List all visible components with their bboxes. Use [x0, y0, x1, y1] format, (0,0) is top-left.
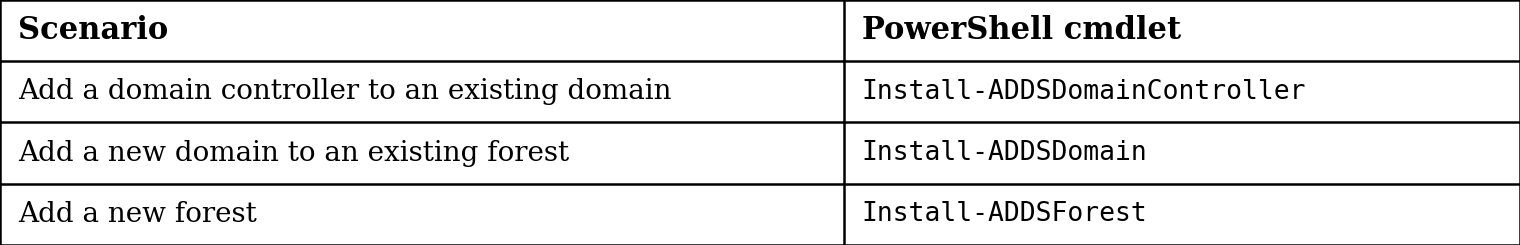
Text: Add a domain controller to an existing domain: Add a domain controller to an existing d… [18, 78, 672, 105]
Text: Install-ADDSDomain: Install-ADDSDomain [862, 140, 1148, 166]
Text: Add a new domain to an existing forest: Add a new domain to an existing forest [18, 140, 570, 167]
Text: Add a new forest: Add a new forest [18, 201, 257, 228]
Text: Scenario: Scenario [18, 15, 169, 46]
Text: PowerShell cmdlet: PowerShell cmdlet [862, 15, 1181, 46]
Text: Install-ADDSDomainController: Install-ADDSDomainController [862, 79, 1306, 105]
Text: Install-ADDSForest: Install-ADDSForest [862, 201, 1148, 227]
